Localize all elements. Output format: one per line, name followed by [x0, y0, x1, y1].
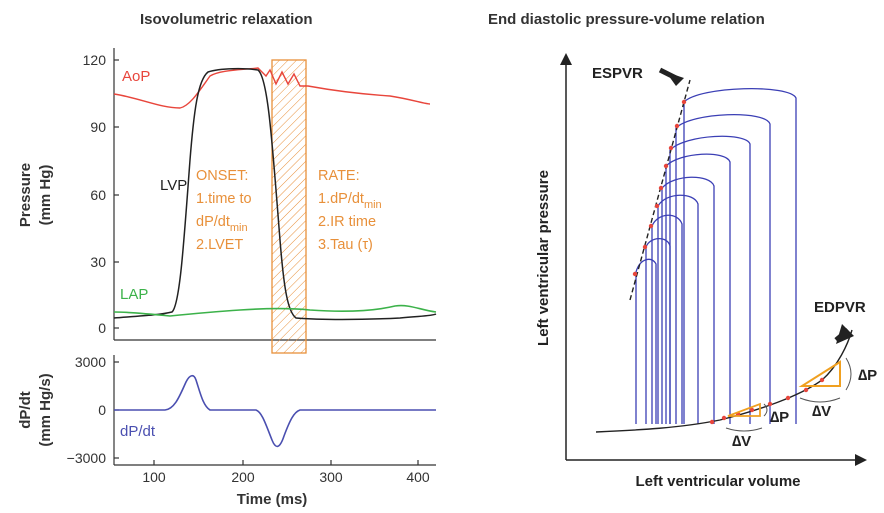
pressure-tick-60: 60	[90, 187, 106, 203]
rate-line3: 2.IR time	[318, 214, 376, 230]
onset-line1: ONSET:	[196, 168, 248, 184]
onset-line4: 2.LVET	[196, 237, 243, 253]
small-delta-v-label: ∆V	[732, 433, 751, 450]
small-delta-p-brace	[763, 403, 768, 417]
edpvr-curve	[595, 329, 853, 433]
edpvr-label: EDPVR	[814, 299, 866, 316]
pressure-tick-0: 0	[98, 320, 106, 336]
onset-line3: dP/dtmin	[196, 214, 248, 234]
espvr-markers	[632, 99, 687, 277]
time-ticks	[153, 460, 419, 465]
pressure-ticks	[114, 59, 119, 329]
time-tick-400: 400	[406, 469, 430, 485]
time-tick-300: 300	[319, 469, 343, 485]
left-panel-title: Isovolumetric relaxation	[140, 11, 313, 28]
small-delta-v-brace	[725, 427, 763, 432]
pressure-axis-label-line2: (mm Hg)	[37, 165, 54, 226]
pressure-axis-label-line1: Pressure	[17, 163, 34, 227]
lvp-label: LVP	[160, 177, 187, 194]
right-panel-title: End diastolic pressure-volume relation	[488, 11, 765, 28]
large-delta-triangle	[798, 360, 841, 387]
onset-line2: 1.time to	[196, 191, 252, 207]
pressure-tick-90: 90	[90, 119, 106, 135]
dpdt-curve	[114, 374, 436, 448]
espvr-label: ESPVR	[592, 65, 643, 82]
aop-label: AoP	[122, 68, 150, 85]
lvp-curve	[113, 67, 437, 321]
pv-loop-8	[675, 113, 771, 424]
rate-line1: RATE:	[318, 168, 360, 184]
lv-volume-axis-label: Left ventricular volume	[635, 473, 800, 490]
espvr-arrow-shaft	[658, 67, 682, 83]
small-delta-p-label: ∆P	[770, 409, 789, 426]
lap-curve	[113, 304, 437, 317]
time-tick-100: 100	[142, 469, 166, 485]
espvr-line	[629, 79, 691, 301]
time-tick-200: 200	[231, 469, 255, 485]
onset-annotation: ONSET: 1.time to dP/dtmin 2.LVET	[196, 168, 252, 253]
rate-annotation: RATE: 1.dP/dtmin 2.IR time 3.Tau (τ)	[318, 168, 382, 253]
large-delta-p-brace	[845, 357, 852, 391]
dpdt-axis-label-line1: dP/dt	[17, 391, 34, 429]
large-delta-v-brace	[799, 397, 841, 403]
edpvr-markers	[709, 377, 825, 425]
rate-line2: 1.dP/dtmin	[318, 191, 382, 211]
edpvr-arrow-icon	[836, 324, 854, 344]
lv-pressure-axis-label: Left ventricular pressure	[535, 170, 552, 346]
dpdt-tick-minus3000: −3000	[67, 450, 107, 466]
dpdt-tick-3000: 3000	[75, 354, 106, 370]
dpdt-curve-label: dP/dt	[120, 423, 156, 440]
lap-label: LAP	[120, 286, 148, 303]
dpdt-axis-label-line2: (mm Hg/s)	[37, 373, 54, 446]
dpdt-tick-0: 0	[98, 402, 106, 418]
pv-loops	[635, 88, 797, 424]
small-delta-triangle	[727, 402, 761, 417]
aop-curve	[113, 67, 431, 109]
pressure-tick-120: 120	[83, 52, 107, 68]
rate-line4: 3.Tau (τ)	[318, 237, 373, 253]
pv-loop-4	[657, 194, 699, 424]
time-axis-label: Time (ms)	[237, 491, 308, 508]
large-delta-v-label: ∆V	[812, 403, 831, 420]
pv-loop-9	[683, 88, 797, 424]
pressure-tick-30: 30	[90, 254, 106, 270]
large-delta-p-label: ∆P	[858, 367, 877, 384]
